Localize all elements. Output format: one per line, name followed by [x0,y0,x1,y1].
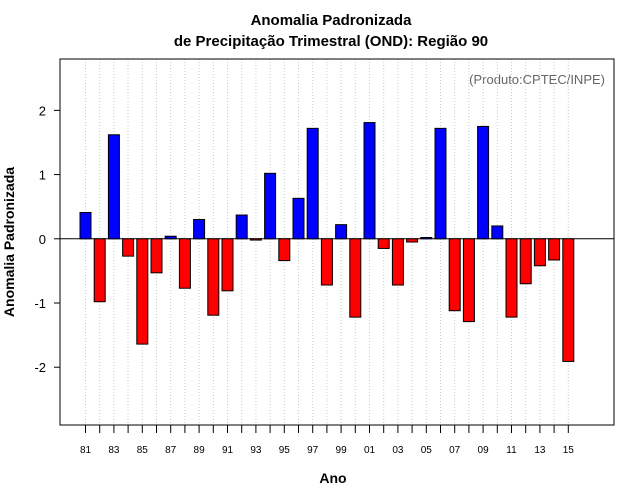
x-tick-label: 91 [222,445,234,456]
plot-frame [59,58,615,426]
bar-2004 [406,238,419,243]
bar-2000 [349,238,362,318]
x-tick-label: 95 [279,445,291,456]
bar-1981 [79,211,92,240]
bar-2001 [363,122,376,240]
x-tick-label: 15 [563,445,575,456]
x-tick-label: 83 [108,445,120,456]
bar-2013 [533,238,546,267]
y-tick-label: 2 [39,103,46,118]
bar-1988 [178,238,191,289]
x-tick-label: 93 [250,445,262,456]
bar-2009 [477,125,490,240]
bar-2006 [434,127,447,240]
x-tick-label: 87 [165,445,177,456]
bar-1989 [193,219,206,240]
x-tick-label: 03 [392,445,404,456]
y-tick-label: -1 [34,296,46,311]
bar-1983 [107,134,120,240]
x-tick-label: 97 [307,445,319,456]
bar-2012 [519,238,532,285]
bar-1982 [93,238,106,303]
bar-2007 [448,238,461,312]
bar-2002 [377,238,390,249]
credit-label: (Produto:CPTEC/INPE) [469,72,605,87]
x-tick-label: 01 [364,445,376,456]
bar-2010 [491,225,504,240]
y-tick-label: 0 [39,232,46,247]
bar-2003 [391,238,404,286]
bar-2015 [562,238,575,362]
bar-2008 [462,238,475,323]
x-tick-label: 07 [449,445,461,456]
bars [79,122,575,362]
x-tick-label: 85 [137,445,149,456]
bar-1990 [207,238,220,316]
x-tick-label: 89 [194,445,206,456]
bar-1999 [335,224,348,240]
x-tick-label: 99 [336,445,348,456]
bar-1985 [136,238,149,345]
x-tick-label: 11 [506,445,517,456]
x-tick-label: 13 [534,445,546,456]
x-axis-label: Ano [319,470,346,486]
bar-1991 [221,238,234,292]
bar-1998 [320,238,333,286]
bar-1987 [164,235,177,240]
bar-1984 [122,238,135,257]
chart-title-line-2: de Precipitação Trimestral (OND): Região… [174,33,488,50]
bar-2014 [548,238,561,261]
bar-1995 [278,238,291,262]
bar-2005 [420,237,433,240]
x-tick-label: 05 [421,445,433,456]
y-axis-label: Anomalia Padronizada [1,167,17,317]
bar-1994 [264,172,277,240]
chart-title-line-1: Anomalia Padronizada [251,12,413,29]
y-tick-label: 1 [39,168,46,183]
bar-1986 [150,238,163,274]
bar-2011 [505,238,518,318]
bar-1993 [249,238,262,241]
x-tick-label: 81 [80,445,92,456]
bar-1992 [235,214,248,240]
bar-1997 [306,127,319,240]
x-tick-label: 09 [478,445,490,456]
bar-1996 [292,197,305,240]
y-tick-label: -2 [34,360,46,375]
